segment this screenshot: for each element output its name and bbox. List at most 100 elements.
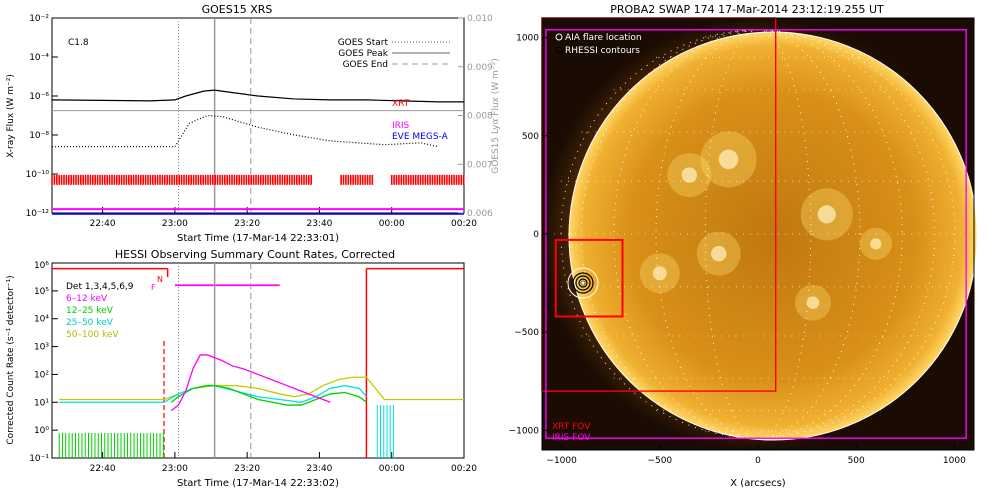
label-iris: IRIS: [392, 121, 410, 131]
series-25-50-keV: [59, 384, 367, 403]
series-6-12-keV: [170, 354, 331, 412]
hessi-ytick-label: 10⁵: [34, 287, 49, 297]
contour-2: [572, 272, 594, 294]
sun-disk: [569, 32, 977, 440]
hessi-panel: HESSI Observing Summary Count Rates, Cor…: [6, 248, 477, 489]
map-ytick-label: −500: [514, 328, 539, 338]
hessi-title: HESSI Observing Summary Count Rates, Cor…: [115, 248, 395, 261]
hessi-xtick-label: 23:40: [306, 464, 332, 474]
active-region-core: [817, 205, 836, 224]
solar-limb: [568, 31, 978, 441]
hessi-ytick-label: 10⁰: [34, 426, 49, 436]
legend-goes-peak: GOES Peak: [338, 49, 388, 59]
hessi-ytick-label: 10⁻¹: [29, 454, 49, 464]
goes-ylabel: X-ray Flux (W m⁻²): [6, 74, 16, 158]
longitude-line: [560, 29, 956, 439]
hessi-ylabel: Corrected Count Rate (s⁻¹ detector⁻¹): [6, 275, 16, 444]
goes-xtick-label: 00:00: [379, 219, 405, 229]
map-title: PROBA2 SWAP 174 17-Mar-2014 23:12:19.255…: [610, 3, 884, 16]
fov-flare-box: [554, 238, 624, 318]
longitude-line: [655, 29, 861, 439]
goes-ytick-label: 10⁻⁸: [29, 131, 49, 141]
hessi-legend: Det 1,3,4,5,6,9 6–12 keV 12–25 keV 25–50…: [66, 282, 134, 340]
goes-title: GOES15 XRS: [202, 3, 273, 16]
hessi-ytick-top-label: 10⁶: [34, 261, 49, 271]
map-ytick-label: 500: [522, 132, 539, 142]
goes-panel: GOES15 XRS 10⁻² 10⁻⁴ 10⁻⁶ 10⁻⁸ 10⁻¹⁰ 10⁻¹² 0.…: [6, 3, 501, 244]
goes-xtick-label: 23:20: [234, 219, 260, 229]
goes-ytick-label: 10⁻²: [29, 14, 49, 24]
goes-flare-class: C1.8: [68, 38, 89, 48]
legend-det: Det 1,3,4,5,6,9: [66, 282, 134, 292]
label-xrt-fov: XRT FOV: [552, 422, 591, 432]
goes-ytick-label: 10⁻¹⁰: [26, 170, 50, 180]
hessi-xtick-label: 00:20: [451, 464, 477, 474]
active-region-core: [681, 167, 697, 183]
hessi-ytick-label: 10²: [34, 370, 49, 380]
label-eve: EVE MEGS-A: [392, 132, 449, 142]
goes-ylabel-right: GOES15 Lyα Flux (W m⁻²): [491, 58, 501, 174]
goes-ytick-right-label: 0.006: [467, 209, 493, 219]
contour-1: [567, 267, 599, 299]
goes-xlabel: Start Time (17-Mar-14 22:33:01): [177, 233, 339, 244]
longitude-line: [580, 29, 936, 439]
contour-3: [575, 275, 591, 291]
goes-ytick-right-label: 0.007: [467, 160, 493, 170]
series-12-25-keV: [170, 384, 367, 406]
map-xtick-label: 0: [755, 456, 761, 466]
map-ytick-label: −1000: [509, 426, 540, 436]
hessi-xtick-label: 22:40: [90, 464, 116, 474]
active-region-core: [806, 296, 820, 310]
active-region-core: [718, 149, 739, 170]
active-region-core: [652, 266, 667, 281]
hessi-plot-frame: [51, 262, 465, 459]
map-xlabel: X (arcsecs): [730, 478, 786, 489]
map-ytick-label: 0: [533, 230, 539, 240]
legend-goes-start: GOES Start: [338, 38, 389, 48]
map-xtick-label: −500: [647, 456, 672, 466]
hessi-xlabel: Start Time (17-Mar-14 22:33:02): [177, 478, 339, 489]
goes-ytick-right-label: 0.009: [467, 63, 493, 73]
label-iris-fov: IRIS FOV: [552, 433, 591, 443]
goes-ytick-label: 10⁻⁶: [29, 92, 49, 102]
goes-xtick-label: 22:40: [90, 219, 116, 229]
goes-ytick-right-label: 0.008: [467, 112, 493, 122]
aia-flare-marker: [580, 280, 586, 286]
hessi-marker-n: N: [157, 275, 163, 284]
goes-legend: GOES Start GOES Peak GOES End: [338, 38, 450, 70]
legend-rhessi: RHESSI contours: [565, 46, 640, 56]
active-region-core: [711, 245, 727, 262]
legend-12-25: 12–25 keV: [66, 306, 114, 316]
hessi-xtick-label: 00:00: [379, 464, 405, 474]
hessi-ytick-label: 10⁴: [34, 315, 49, 325]
goes-xtick-label: 00:20: [451, 219, 477, 229]
goes-ytick-right-label: 0.010: [467, 14, 493, 24]
active-region-core: [870, 238, 882, 250]
legend-25-50: 25–50 keV: [66, 318, 114, 328]
legend-6-12: 6–12 keV: [66, 294, 108, 304]
sun-active-regions: [639, 131, 892, 321]
label-xrt: XRT: [392, 99, 410, 109]
hessi-marker-f: F: [151, 283, 156, 292]
series-1-8A: [51, 89, 464, 103]
map-xtick-label: 1000: [943, 456, 966, 466]
map-legend: AIA flare location RHESSI contours: [555, 33, 642, 56]
map-panel: PROBA2 SWAP 174 17-Mar-2014 23:12:19.255…: [509, 3, 978, 489]
map-xtick-label: −1000: [546, 456, 577, 466]
series-50-100-keV: [59, 376, 464, 401]
hessi-ytick-label: 10¹: [34, 398, 49, 408]
legend-50-100: 50–100 keV: [66, 330, 119, 340]
hessi-xtick-label: 23:00: [162, 464, 188, 474]
goes-xtick-label: 23:00: [162, 219, 188, 229]
legend-rhessi-symbol: [555, 46, 563, 54]
contour-4: [578, 278, 588, 288]
map-ytick-label: 1000: [516, 34, 539, 44]
legend-aia-symbol: [555, 33, 563, 41]
legend-aia: AIA flare location: [565, 33, 642, 43]
series-0.5-4A: [52, 114, 439, 148]
hessi-ytick-label: 10³: [34, 343, 49, 353]
hessi-xtick-label: 23:20: [234, 464, 260, 474]
legend-goes-end: GOES End: [343, 60, 388, 70]
goes-ytick-label: 10⁻¹²: [26, 209, 50, 219]
